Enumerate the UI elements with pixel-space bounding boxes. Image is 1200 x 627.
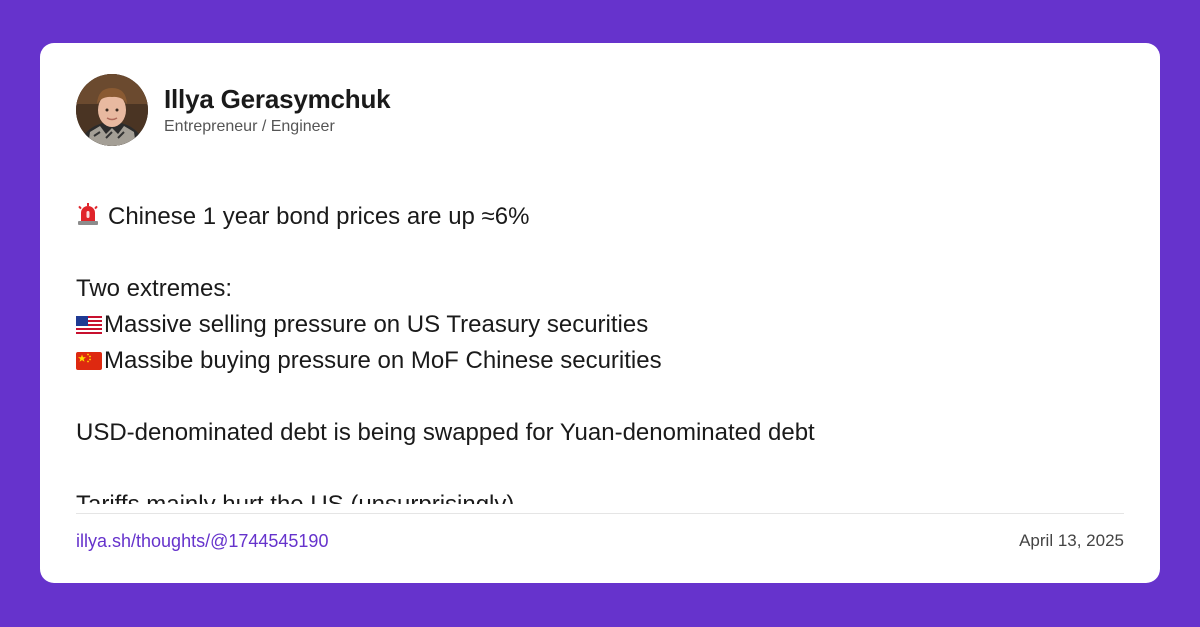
spacer [76,235,1116,271]
spacer [76,451,1116,487]
post-line-2: Two extremes: [76,275,233,302]
siren-icon [76,202,100,226]
avatar [76,74,148,146]
post-line-3-text: Massive selling pressure on US Treasury … [104,311,649,338]
post-line-5: USD-denominated debt is being swapped fo… [76,419,815,446]
post-line-4-text: Massibe buying pressure on MoF Chinese s… [104,347,662,374]
china-flag-icon [76,352,102,370]
post-line-3: Massive selling pressure on US Treasury … [76,307,1116,343]
footer-divider [76,513,1124,514]
author-name: Illya Gerasymchuk [164,84,391,114]
post-line-6: Tariffs mainly hurt the US (unsurprising… [76,487,1116,504]
post-footer: illya.sh/thoughts/@1744545190 April 13, … [76,529,1124,553]
post-content: Chinese 1 year bond prices are up ≈6% Tw… [76,199,1116,504]
us-flag-icon [76,316,102,334]
author-role: Entrepreneur / Engineer [164,118,335,135]
spacer [76,379,1116,415]
post-card: Illya Gerasymchuk Entrepreneur / Enginee… [40,43,1160,583]
post-permalink[interactable]: illya.sh/thoughts/@1744545190 [76,530,329,551]
author-header: Illya Gerasymchuk Entrepreneur / Enginee… [76,73,391,147]
post-line-4: Massibe buying pressure on MoF Chinese s… [76,343,1116,379]
post-line-1: Chinese 1 year bond prices are up ≈6% [76,199,1116,235]
author-info: Illya Gerasymchuk Entrepreneur / Enginee… [164,83,391,137]
post-line-1-text: Chinese 1 year bond prices are up ≈6% [108,203,530,230]
post-date: April 13, 2025 [1019,531,1124,550]
